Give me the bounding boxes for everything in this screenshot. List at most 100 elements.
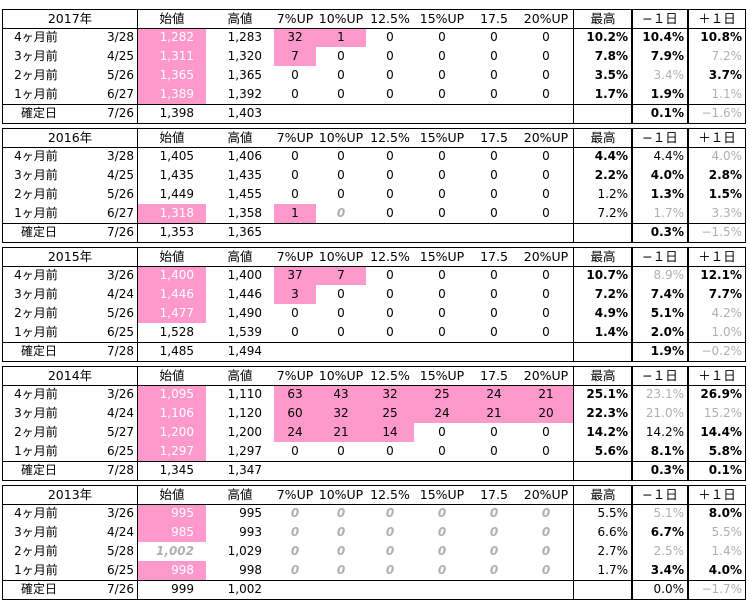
plus1-rise-cell: 3.3%: [711, 206, 743, 220]
up15-count-cell: 0: [438, 268, 446, 282]
max-header: 最高: [590, 11, 616, 26]
open-price-cell: 998: [138, 561, 206, 580]
up20-count-cell: 0: [542, 187, 550, 201]
row-label: 4ヶ月前: [14, 387, 58, 401]
up10-header: 10%UP: [318, 130, 364, 145]
row-label: 2ヶ月前: [14, 544, 58, 558]
row-label: 3ヶ月前: [14, 287, 58, 301]
up10-count-cell: 0: [337, 325, 345, 339]
up10-count-cell: 0: [336, 544, 346, 558]
up10-count-cell: 0: [337, 68, 345, 82]
minus1-rise-cell: 5.1%: [653, 506, 685, 520]
up175-count-cell: 0: [490, 306, 498, 320]
up7-count-cell: 0: [291, 68, 299, 82]
up7-count-cell: 0: [291, 168, 299, 182]
year-label: 2015年: [47, 249, 93, 264]
max-rise-cell: 14.2%: [586, 425, 628, 439]
up125-count-cell: 0: [386, 268, 394, 282]
up7-count-cell: 0: [291, 149, 299, 163]
up125-header: 12.5%: [370, 130, 410, 145]
up175-header: 17.5: [480, 11, 508, 26]
high-header: 高値: [227, 130, 253, 145]
high-price-cell: 1,320: [227, 49, 262, 63]
max-rise-cell: 3.5%: [594, 68, 628, 82]
plus1-header: ＋１日: [698, 11, 736, 26]
up20-header: 20%UP: [523, 130, 569, 145]
up125-count-cell: 0: [386, 306, 394, 320]
row-date: 6/25: [107, 444, 134, 458]
plus1-header: ＋１日: [698, 130, 736, 145]
up20-count-cell: 21: [518, 385, 574, 404]
minus1-rise-cell: 2.5%: [653, 544, 685, 558]
up15-header: 15%UP: [419, 11, 465, 26]
up20-count-cell: 0: [542, 87, 550, 101]
grid-line: [573, 247, 574, 362]
up15-count-cell: 0: [438, 206, 446, 220]
max-rise-cell: 7.8%: [594, 49, 628, 63]
grid-line: [745, 366, 746, 481]
grid-line: [745, 128, 746, 243]
up15-header: 15%UP: [419, 487, 465, 502]
grid-line: [2, 266, 746, 267]
confirm-open-cell: 999: [171, 582, 194, 596]
plus1-rise-cell: 3.7%: [708, 68, 742, 82]
grid-line: [2, 504, 746, 505]
row-date: 3/28: [107, 149, 134, 163]
grid-line: [631, 247, 633, 362]
confirm-label: 確定日: [20, 582, 57, 596]
up20-count-cell: 0: [542, 425, 550, 439]
plus1-rise-cell: 8.0%: [708, 506, 742, 520]
grid-line: [687, 9, 689, 124]
grid-line: [137, 9, 138, 124]
row-date: 4/25: [107, 168, 134, 182]
up175-count-cell: 0: [490, 87, 498, 101]
up15-header: 15%UP: [419, 130, 465, 145]
minus1-rise-cell: 14.2%: [645, 425, 684, 439]
high-price-cell: 1,200: [227, 425, 262, 439]
up7-count-cell: 0: [291, 325, 299, 339]
up7-count-cell: 7: [274, 47, 316, 66]
up125-header: 12.5%: [370, 487, 410, 502]
up175-header: 17.5: [480, 249, 508, 264]
grid-line: [631, 366, 633, 481]
up7-count-cell: 0: [291, 306, 299, 320]
grid-line: [745, 247, 746, 362]
year-label: 2014年: [47, 368, 93, 383]
up7-count-cell: 0: [290, 525, 300, 539]
confirm-minus1-cell: 0.3%: [650, 463, 684, 477]
max-rise-cell: 10.2%: [586, 30, 628, 44]
confirm-minus1-cell: 0.3%: [650, 225, 684, 239]
high-price-cell: 993: [239, 525, 262, 539]
plus1-rise-cell: 1.1%: [711, 87, 743, 101]
up125-count-cell: 0: [386, 30, 394, 44]
grid-line: [2, 461, 746, 462]
plus1-rise-cell: 14.4%: [700, 425, 742, 439]
up7-count-cell: 0: [291, 444, 299, 458]
grid-line: [137, 485, 138, 600]
up10-count-cell: 0: [337, 87, 345, 101]
plus1-rise-cell: 12.1%: [700, 268, 742, 282]
confirm-minus1-cell: 1.9%: [650, 344, 684, 358]
up20-count-cell: 0: [542, 49, 550, 63]
row-date: 3/26: [107, 268, 134, 282]
up125-header: 12.5%: [370, 249, 410, 264]
plus1-header: ＋１日: [698, 487, 736, 502]
row-date: 4/24: [107, 525, 134, 539]
up7-count-cell: 0: [291, 87, 299, 101]
up7-header: 7%UP: [276, 368, 314, 383]
max-header: 最高: [590, 249, 616, 264]
minus1-rise-cell: 5.1%: [650, 306, 684, 320]
up20-count-cell: 0: [542, 149, 550, 163]
open-price-cell: 1,449: [159, 187, 194, 201]
year-label: 2017年: [47, 11, 93, 26]
high-price-cell: 1,435: [227, 168, 262, 182]
plus1-rise-cell: 7.2%: [711, 49, 743, 63]
up7-count-cell: 0: [290, 544, 300, 558]
minus1-header: −１日: [642, 368, 678, 383]
minus1-rise-cell: 1.3%: [650, 187, 684, 201]
grid-line: [2, 580, 746, 581]
high-price-cell: 1,297: [227, 444, 262, 458]
high-price-cell: 998: [239, 563, 262, 577]
minus1-header: −１日: [642, 487, 678, 502]
year-label: 2013年: [47, 487, 93, 502]
